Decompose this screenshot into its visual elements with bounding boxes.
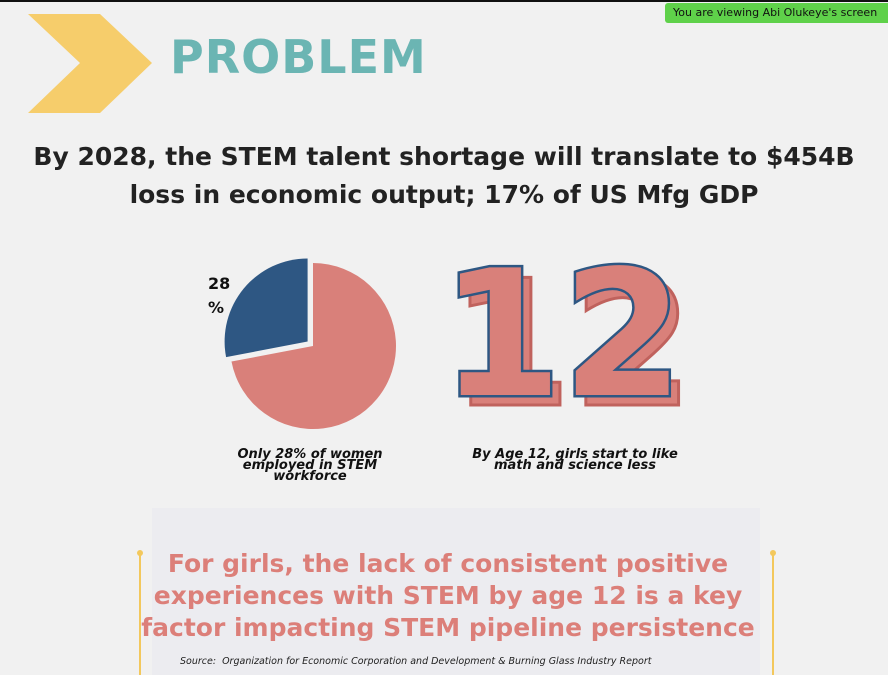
caption-line: Only 28% of women: [237, 447, 383, 462]
callout-line: experiences with STEM by age 12 is a key: [153, 581, 743, 610]
headline-line: loss in economic output; 17% of US Mfg G…: [129, 180, 759, 209]
callout-line: For girls, the lack of consistent positi…: [167, 549, 729, 578]
chevron: [28, 14, 152, 113]
headline-line: By 2028, the STEM talent shortage will t…: [33, 142, 855, 171]
caption-line: workforce: [273, 469, 347, 484]
pie-slice: [224, 258, 308, 358]
source-note: Source: Organization for Economic Corpor…: [180, 656, 652, 667]
slide-title: PROBLEM: [170, 30, 427, 84]
caption-line: math and science less: [494, 458, 656, 473]
pie-caption: Only 28% of women employed in STEM workf…: [230, 447, 390, 484]
deco-dot: [137, 550, 143, 556]
pie-chart: [224, 258, 396, 429]
pie-slice: [231, 263, 396, 429]
deco-dot: [770, 550, 776, 556]
stat-number: 12: [440, 234, 684, 437]
caption-line: employed in STEM: [242, 458, 378, 473]
callout-box: [152, 508, 760, 675]
stat-number-shadow: 12: [450, 244, 694, 447]
data-label: 28 %: [208, 274, 231, 317]
callout-line: factor impacting STEM pipeline persisten…: [141, 613, 755, 642]
stat-caption: By Age 12, girls start to like math and …: [470, 447, 680, 473]
headline: By 2028, the STEM talent shortage will t…: [0, 138, 888, 214]
screen-share-banner: You are viewing Abi Olukeye's screen: [665, 3, 888, 23]
callout: For girls, the lack of consistent positi…: [130, 548, 766, 644]
caption-line: By Age 12, girls start to like: [472, 447, 678, 462]
